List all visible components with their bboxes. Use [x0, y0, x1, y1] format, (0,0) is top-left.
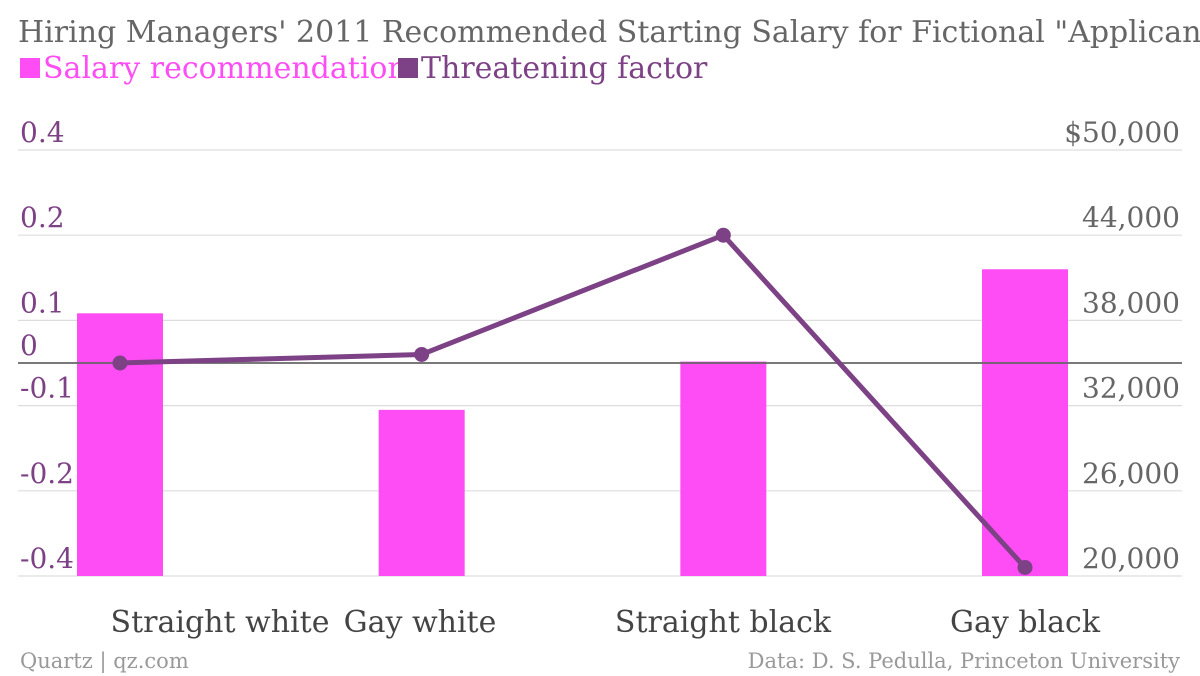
- left-axis: 0.4 0.2 0.1 0 -0.1 -0.2 -0.4: [20, 116, 74, 575]
- gridlines: [18, 149, 1182, 577]
- legend-label-salary: Salary recommendation: [43, 51, 407, 86]
- bar-series: [77, 269, 1068, 576]
- left-tick-label: 0.1: [20, 286, 65, 319]
- right-tick-label: 20,000: [1082, 542, 1180, 575]
- right-tick-label: 32,000: [1082, 372, 1180, 405]
- right-axis: $50,000 44,000 38,000 32,000 26,000 20,000: [1064, 116, 1180, 575]
- threat-point: [1017, 559, 1033, 575]
- threat-point: [414, 346, 430, 362]
- category-label: Straight black: [615, 605, 832, 640]
- right-tick-label: 44,000: [1082, 201, 1180, 234]
- left-tick-label: 0: [20, 329, 38, 362]
- chart-title: Hiring Managers' 2011 Recommended Starti…: [18, 15, 1200, 50]
- right-tick-label: 38,000: [1082, 286, 1180, 319]
- bar-salary: [982, 269, 1068, 576]
- threat-point: [112, 355, 128, 371]
- line-series: [112, 227, 1033, 575]
- category-label: Gay black: [950, 605, 1101, 640]
- threat-line: [119, 232, 1027, 570]
- legend-swatch-salary: [20, 58, 40, 78]
- legend-swatch-threat: [398, 58, 418, 78]
- right-tick-label: $50,000: [1064, 116, 1180, 149]
- threat-point: [715, 227, 731, 243]
- bar-salary: [680, 361, 767, 576]
- legend: Salary recommendation Threatening factor: [20, 51, 708, 86]
- category-label: Gay white: [344, 605, 497, 640]
- bar-salary: [378, 409, 465, 576]
- left-tick-label: 0.4: [20, 116, 65, 149]
- right-tick-label: 26,000: [1082, 457, 1180, 490]
- footer-source-right: Data: D. S. Pedulla, Princeton Universit…: [748, 649, 1180, 673]
- bar-salary: [77, 313, 163, 576]
- left-tick-label: -0.2: [20, 457, 74, 490]
- legend-label-threat: Threatening factor: [421, 51, 708, 86]
- category-axis: Straight white Gay white Straight black Gay…: [111, 605, 1101, 640]
- left-tick-label: 0.2: [20, 201, 65, 234]
- footer-source-left: Quartz | qz.com: [20, 649, 189, 674]
- category-label: Straight white: [111, 605, 330, 640]
- left-tick-label: -0.1: [20, 372, 74, 405]
- left-tick-label: -0.4: [20, 542, 74, 575]
